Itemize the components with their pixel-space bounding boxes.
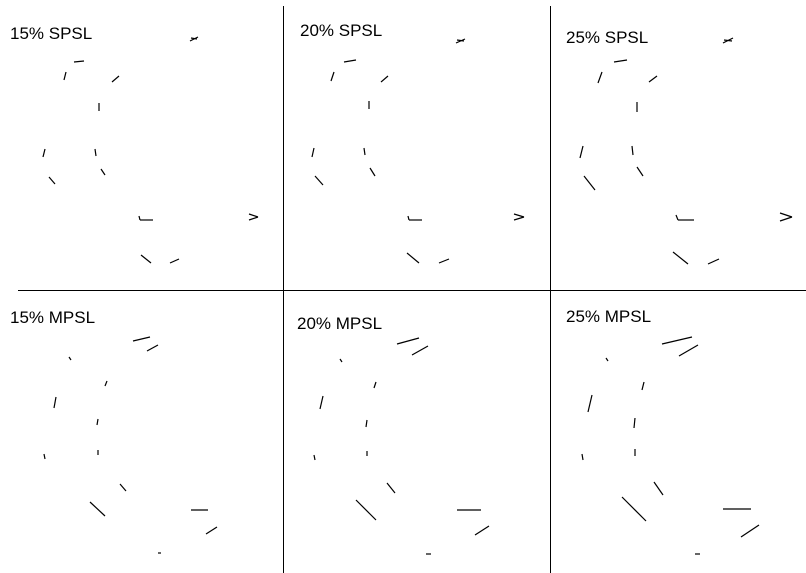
stroke-segment xyxy=(94,148,97,157)
stroke-segment xyxy=(355,499,377,521)
panel-label-20-mpsl: 20% MPSL xyxy=(297,314,383,333)
stroke-segment xyxy=(513,213,525,218)
stroke-segment xyxy=(132,336,151,342)
stroke-segment xyxy=(140,254,152,264)
stroke-segment xyxy=(380,75,389,83)
stroke-segment xyxy=(96,418,99,426)
stroke-segment xyxy=(438,258,450,264)
panel-strokes-15-spsl xyxy=(42,36,259,264)
stroke-segment xyxy=(190,37,198,40)
stroke-segment xyxy=(648,75,658,83)
panel-label-25-spsl: 25% SPSL xyxy=(566,28,649,47)
panel-strokes-25-spsl xyxy=(579,37,793,265)
stroke-segment xyxy=(661,336,693,345)
stroke-segment xyxy=(621,496,647,522)
stroke-segment xyxy=(104,380,108,387)
stroke-segment xyxy=(319,395,324,410)
stroke-segment xyxy=(343,59,357,63)
stroke-segment xyxy=(396,337,420,345)
stroke-segment xyxy=(672,251,689,265)
stroke-segment xyxy=(605,357,609,362)
stroke-segment xyxy=(363,147,366,156)
stroke-segment xyxy=(707,258,720,265)
stroke-segment xyxy=(53,396,57,409)
vertical-divider-right xyxy=(550,6,551,573)
stroke-segment xyxy=(636,166,644,177)
panel-label-25-mpsl: 25% MPSL xyxy=(566,307,652,326)
stroke-segment xyxy=(653,481,664,496)
stroke-segment xyxy=(633,417,636,429)
stroke-segment xyxy=(373,381,377,389)
stroke-segment xyxy=(386,482,396,494)
stroke-segment xyxy=(513,216,525,221)
stroke-segment xyxy=(587,394,593,413)
panel-label-20-spsl: 20% SPSL xyxy=(300,21,383,40)
stroke-segment xyxy=(339,358,343,363)
stroke-segment xyxy=(89,501,106,517)
stroke-segment xyxy=(597,71,603,84)
stroke-segment xyxy=(407,215,410,221)
horizontal-divider xyxy=(18,290,806,291)
stroke-segment xyxy=(641,381,645,391)
stroke-segment xyxy=(311,147,315,158)
stroke-segment xyxy=(73,60,85,63)
stroke-segment xyxy=(675,214,679,221)
stroke-segment xyxy=(119,483,127,492)
stroke-segment xyxy=(68,356,72,361)
stroke-segment xyxy=(779,212,793,218)
stroke-segment xyxy=(146,344,159,352)
stroke-segment xyxy=(100,168,106,176)
stroke-segment xyxy=(723,39,733,42)
stroke-segment xyxy=(42,148,46,158)
stroke-segment xyxy=(365,419,368,428)
stroke-segment xyxy=(740,524,760,538)
stroke-segment xyxy=(474,525,490,536)
stroke-segment xyxy=(205,526,218,535)
stroke-segment xyxy=(456,39,465,42)
stroke-segment xyxy=(63,71,67,81)
stroke-segment xyxy=(248,213,259,218)
panel-strokes-20-mpsl xyxy=(313,337,490,555)
stroke-segment xyxy=(583,175,596,191)
stroke-segment xyxy=(48,176,56,185)
panel-strokes-25-mpsl xyxy=(581,336,760,555)
stroke-segment xyxy=(313,454,316,461)
stroke-segment xyxy=(138,215,141,221)
stroke-segment xyxy=(330,71,335,82)
stroke-segment xyxy=(631,145,634,156)
stroke-segment xyxy=(678,344,699,357)
panel-label-15-mpsl: 15% MPSL xyxy=(10,308,96,327)
panel-label-15-spsl: 15% SPSL xyxy=(10,24,93,43)
stroke-segment xyxy=(43,453,46,460)
stroke-segment xyxy=(579,145,584,159)
stroke-segment xyxy=(406,252,420,264)
stroke-segment xyxy=(779,216,793,222)
stroke-segment xyxy=(581,453,584,461)
stroke-segment xyxy=(369,167,376,177)
stroke-segment xyxy=(248,216,259,221)
stroke-segment xyxy=(111,75,120,83)
vertical-divider-left xyxy=(283,6,284,573)
panel-strokes-20-spsl xyxy=(311,38,525,264)
panel-strokes-15-mpsl xyxy=(43,336,218,554)
stroke-segment xyxy=(411,345,429,356)
stroke-segment xyxy=(314,175,324,186)
stroke-segment xyxy=(169,258,180,264)
stroke-segment xyxy=(613,59,628,63)
